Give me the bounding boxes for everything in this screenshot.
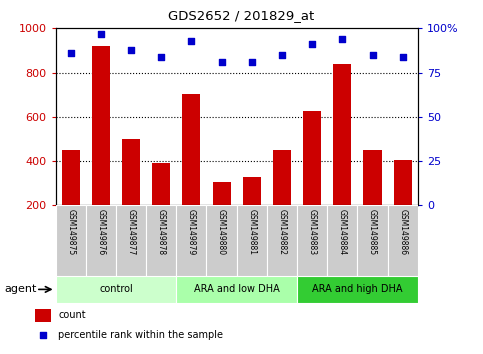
Point (339, 36, 346, 42)
Bar (176, 205, 207, 276)
Bar (237, 205, 267, 276)
Text: GSM149880: GSM149880 (217, 209, 226, 255)
Text: GSM149877: GSM149877 (127, 209, 136, 255)
Bar (303, 111, 321, 205)
Point (278, 52, 286, 58)
Point (97, 31, 105, 36)
Text: agent: agent (5, 284, 37, 295)
Bar (176, 276, 297, 303)
Text: GSM149882: GSM149882 (277, 209, 286, 255)
Bar (56, 276, 176, 303)
Text: GSM149875: GSM149875 (66, 209, 75, 255)
Bar (327, 205, 357, 276)
Point (399, 54, 407, 59)
Point (248, 59, 256, 65)
Text: GDS2652 / 201829_at: GDS2652 / 201829_at (169, 9, 314, 22)
Bar (297, 276, 418, 303)
Bar (56, 205, 86, 276)
Text: GSM149885: GSM149885 (368, 209, 377, 255)
Bar (364, 150, 382, 205)
Bar (152, 163, 170, 205)
Bar (357, 205, 388, 276)
Bar (116, 205, 146, 276)
Bar (213, 182, 231, 205)
Point (187, 38, 195, 44)
Point (218, 59, 226, 65)
Text: GSM149886: GSM149886 (398, 209, 407, 255)
Bar (242, 177, 261, 205)
Bar (333, 64, 352, 205)
Bar (273, 150, 291, 205)
Bar (183, 93, 200, 205)
Text: GSM149884: GSM149884 (338, 209, 347, 255)
Bar (297, 205, 327, 276)
Bar (146, 205, 176, 276)
Point (308, 41, 316, 47)
Bar (388, 205, 418, 276)
Text: count: count (58, 310, 86, 320)
Text: ARA and high DHA: ARA and high DHA (312, 284, 403, 295)
Text: GSM149883: GSM149883 (308, 209, 317, 255)
Point (127, 47, 135, 52)
Bar (62, 150, 80, 205)
Point (67, 50, 74, 56)
Bar (122, 139, 140, 205)
Point (39, 332, 47, 337)
Bar (86, 205, 116, 276)
Text: GSM149881: GSM149881 (247, 209, 256, 255)
Bar (394, 160, 412, 205)
Text: control: control (99, 284, 133, 295)
Bar (207, 205, 237, 276)
Text: GSM149876: GSM149876 (96, 209, 105, 255)
Bar (35, 309, 51, 322)
Bar (92, 46, 110, 205)
Bar (267, 205, 297, 276)
Point (369, 52, 376, 58)
Text: ARA and low DHA: ARA and low DHA (194, 284, 280, 295)
Text: GSM149879: GSM149879 (187, 209, 196, 255)
Text: GSM149878: GSM149878 (156, 209, 166, 255)
Text: percentile rank within the sample: percentile rank within the sample (58, 330, 224, 339)
Point (157, 54, 165, 59)
